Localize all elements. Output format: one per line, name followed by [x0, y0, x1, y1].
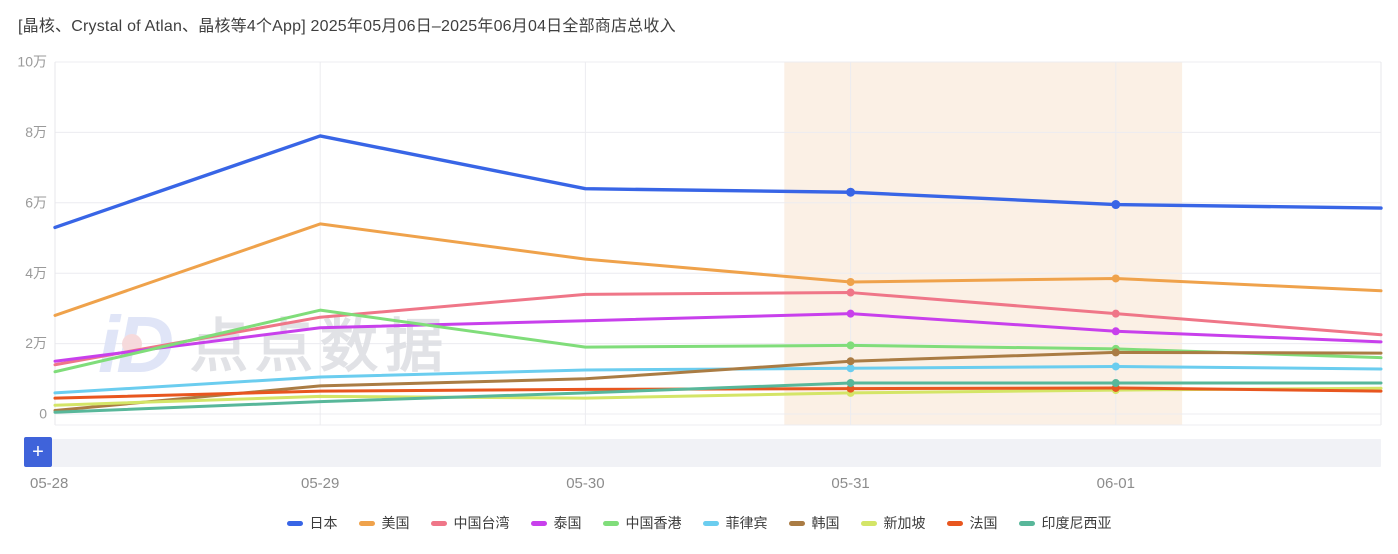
series-marker-philippines[interactable] [1111, 362, 1120, 371]
series-line-hongkong[interactable] [53, 308, 1383, 374]
x-tick-label: 05-31 [831, 475, 869, 492]
legend-label-japan: 日本 [309, 515, 338, 531]
legend-label-philippines: 菲律宾 [725, 515, 768, 531]
series-marker-thailand[interactable] [1111, 327, 1120, 336]
legend-swatch-usa [358, 520, 375, 526]
series-line-japan[interactable] [53, 134, 1383, 230]
series-marker-korea[interactable] [846, 357, 855, 366]
legend-item-thailand[interactable]: 泰国 [530, 513, 582, 533]
legend-item-philippines[interactable]: 菲律宾 [702, 513, 768, 533]
y-tick-label: 8万 [25, 124, 47, 140]
y-tick-label: 6万 [25, 194, 47, 210]
legend-swatch-indonesia [1018, 520, 1035, 526]
legend-label-thailand: 泰国 [553, 515, 582, 531]
legend-item-france[interactable]: 法国 [946, 513, 998, 533]
series-marker-korea[interactable] [1111, 348, 1120, 357]
legend-item-japan[interactable]: 日本 [286, 513, 338, 533]
highlight-band [784, 62, 1183, 425]
legend-label-singapore: 新加坡 [883, 515, 926, 531]
series-line-taiwan[interactable] [53, 291, 1383, 367]
y-tick-label: 10万 [17, 54, 47, 70]
legend-swatch-taiwan [430, 520, 447, 526]
series-line-thailand[interactable] [53, 312, 1383, 363]
x-tick-label: 05-30 [566, 475, 604, 492]
series-line-indonesia[interactable] [53, 381, 1383, 414]
legend-swatch-hongkong [602, 520, 619, 526]
y-tick-label: 4万 [25, 265, 47, 281]
legend-item-hongkong[interactable]: 中国香港 [602, 513, 682, 533]
legend-label-indonesia: 印度尼西亚 [1041, 515, 1112, 531]
x-tick-label: 05-29 [301, 475, 339, 492]
series-line-korea[interactable] [53, 350, 1383, 412]
legend-swatch-japan [286, 520, 303, 526]
series-marker-indonesia[interactable] [1111, 379, 1120, 388]
scrollbar-track[interactable] [52, 439, 1381, 467]
series-marker-france[interactable] [846, 384, 855, 393]
legend-item-usa[interactable]: 美国 [358, 513, 410, 533]
legend-swatch-singapore [860, 520, 877, 526]
legend-swatch-korea [788, 520, 805, 526]
series-marker-taiwan[interactable] [846, 288, 855, 297]
legend-label-france: 法国 [969, 515, 998, 531]
legend-label-usa: 美国 [381, 515, 410, 531]
series-marker-indonesia[interactable] [846, 379, 855, 388]
series-line-usa[interactable] [53, 222, 1383, 317]
y-tick-label: 0 [39, 406, 47, 422]
series-marker-philippines[interactable] [846, 364, 855, 373]
series-marker-hongkong[interactable] [846, 341, 855, 350]
legend-swatch-thailand [530, 520, 547, 526]
legend-label-korea: 韩国 [811, 515, 840, 531]
chart-legend: 日本 美国 中国台湾 泰国 中国香港 菲律宾 韩国 新加坡 法国 印度尼西亚 [0, 513, 1398, 533]
legend-label-hongkong: 中国香港 [625, 515, 682, 531]
legend-item-taiwan[interactable]: 中国台湾 [430, 513, 510, 533]
series-marker-usa[interactable] [846, 278, 855, 286]
series-marker-taiwan[interactable] [1111, 309, 1120, 318]
legend-item-korea[interactable]: 韩国 [788, 513, 840, 533]
x-tick-label: 05-28 [30, 475, 68, 492]
legend-swatch-philippines [702, 520, 719, 526]
revenue-line-chart[interactable]: 10万8万6万4万2万005-2805-2905-3005-3106-01iD点… [0, 0, 1398, 505]
y-tick-label: 2万 [25, 335, 47, 351]
series-marker-japan[interactable] [846, 187, 856, 197]
chart-title: [晶核、Crystal of Atlan、晶核等4个App] 2025年05月0… [18, 18, 676, 35]
add-button[interactable]: + [24, 437, 52, 467]
legend-item-indonesia[interactable]: 印度尼西亚 [1018, 513, 1112, 533]
legend-label-taiwan: 中国台湾 [453, 515, 510, 531]
series-marker-usa[interactable] [1111, 274, 1120, 283]
x-tick-label: 06-01 [1097, 475, 1135, 492]
series-marker-thailand[interactable] [846, 309, 855, 318]
legend-swatch-france [946, 520, 963, 526]
legend-item-singapore[interactable]: 新加坡 [860, 513, 926, 533]
series-marker-japan[interactable] [1111, 200, 1121, 210]
